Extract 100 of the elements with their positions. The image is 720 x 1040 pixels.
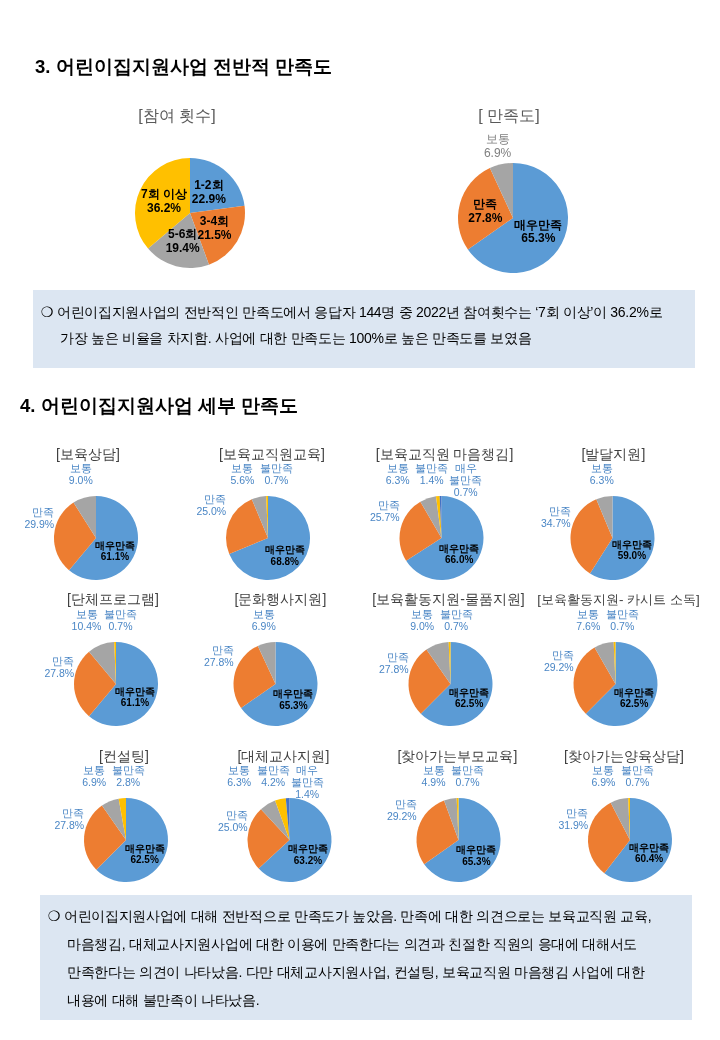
data-label: 0.7%: [264, 474, 289, 486]
data-label: 27.8%: [54, 819, 85, 832]
data-label: 27.8%: [203, 655, 234, 668]
slice-label: 매우만족: [114, 685, 155, 697]
slice-label: 보통: [422, 763, 445, 776]
pie-slice: [240, 642, 317, 726]
pie-slice: [118, 798, 126, 840]
chart-title: [보육상담]: [56, 446, 120, 462]
data-label: 6.9%: [483, 146, 512, 160]
data-label: 1.4%: [294, 788, 319, 801]
pie-slice: [419, 496, 441, 538]
slice-label: 매우만족: [438, 542, 479, 554]
data-label: 61.1%: [120, 697, 150, 709]
data-label: 6.9%: [82, 776, 107, 788]
chart-title: [문화행사지원]: [234, 591, 326, 607]
text: ❍ 어린이집지원사업의 전반적인 만족도에서 응답자 144명 중 2022년 참여횟수는 ‘7회 이상’이 36.2%로 가장 높은 비율을 차지함. 사업에 대한 만족도는 100%로 높은 만족도를 보였음: [41, 303, 664, 348]
data-label: 31.9%: [558, 819, 589, 832]
data-label: 9.0%: [409, 620, 434, 632]
pie-slice: [233, 645, 275, 709]
slice-label: 만족: [225, 809, 248, 822]
pie-slice: [84, 805, 126, 870]
data-label: 36.2%: [147, 201, 182, 216]
slice-label: 매우만족: [613, 686, 654, 698]
data-label: 63.2%: [293, 854, 322, 866]
slice-label: 불만족: [620, 763, 654, 776]
data-label: 0.7%: [453, 486, 478, 499]
slice-label: 매우만족: [514, 217, 563, 232]
pie-slice: [420, 642, 492, 726]
data-label: 66.0%: [444, 554, 473, 566]
slice-label: 매우만족: [272, 688, 313, 700]
slice-label: 만족: [211, 643, 234, 656]
pie-slice: [251, 496, 268, 538]
chart-title: [발달지원]: [581, 446, 645, 462]
data-label: 2.8%: [116, 776, 141, 788]
data-label: 6.3%: [589, 474, 614, 486]
pie-slice: [229, 496, 310, 580]
slice-label: 만족: [386, 651, 409, 664]
slice-label: 불만족: [439, 607, 473, 620]
data-label: 29.9%: [24, 518, 55, 531]
slice-label: 불만족: [104, 607, 138, 620]
slice-label: 보통: [485, 132, 510, 147]
pie-slice: [416, 800, 458, 865]
text: 3. 어린이집지원사업 전반적 만족도: [35, 55, 333, 79]
slice-label: 보통: [231, 461, 254, 474]
pie-slice: [405, 496, 483, 580]
data-label: 0.7%: [609, 620, 634, 632]
slice-label: 보통: [386, 461, 409, 474]
data-label: 1.4%: [419, 474, 444, 486]
data-label: 25.0%: [217, 821, 248, 834]
data-label: 65.3%: [278, 699, 308, 711]
pie-slice: [96, 798, 168, 882]
pie-slice: [423, 798, 500, 882]
pie-slice: [589, 496, 654, 580]
pie-slice: [257, 642, 275, 684]
slice-label: 3-4회: [199, 214, 230, 229]
pie-slice: [425, 642, 450, 684]
text: ❍ 어린이집지원사업에 대해 전반적으로 만족도가 높았음. 만족에 대한 의견으로는 보육교직원 교육, 마음챙김, 대체교사지원사업에 대한 이용에 만족한다는 의견과 친절한 직원의 응대에 대해서도 만족한다는 의견이 나타났음. 다만 대체교사지원사업, 컨설팅, 보육교직원 마음챙김 사업에 대한 내용에 대해 불만족이 나타났음.: [48, 907, 653, 1010]
slice-label: 불만족: [414, 461, 448, 474]
data-label: 25.7%: [369, 511, 400, 524]
pie-slice: [570, 499, 612, 574]
data-label: 65.3%: [461, 855, 491, 867]
data-label: 19.4%: [165, 240, 201, 255]
pie-slice: [54, 502, 96, 571]
pie-slice: [604, 798, 672, 882]
slice-label: 만족: [551, 649, 574, 662]
slice-label: 매우만족: [124, 842, 165, 854]
chart-title: [ 만족도]: [478, 107, 540, 124]
data-label: 25.0%: [196, 504, 227, 517]
data-label: 9.0%: [68, 474, 93, 486]
slice-label: 매우 불만족: [448, 461, 482, 486]
slice-label: 매우만족: [448, 686, 489, 698]
data-label: 7.6%: [575, 620, 600, 632]
data-label: 10.4%: [71, 620, 102, 632]
slice-label: 만족: [473, 196, 498, 211]
pie-slice: [443, 798, 458, 840]
text: 4. 어린이집지원사업 세부 만족도: [20, 394, 299, 418]
data-label: 65.3%: [521, 231, 556, 246]
chart-title: [대체교사지원]: [237, 748, 329, 764]
slice-label: 보통: [83, 763, 106, 776]
pie-slice: [594, 642, 615, 684]
slice-label: 매우만족: [629, 841, 670, 853]
slice-label: 불만족: [605, 607, 639, 620]
chart-title: [보육교직원교육]: [219, 446, 325, 462]
data-label: 6.9%: [251, 620, 276, 632]
slice-label: 보통: [69, 461, 92, 474]
pie-slice: [467, 163, 568, 273]
slice-label: 만족: [52, 654, 75, 667]
pie-slice: [274, 798, 289, 840]
data-label: 21.5%: [197, 227, 232, 242]
data-label: 27.8%: [378, 663, 409, 676]
chart-title: [찾아가는양육상담]: [564, 748, 684, 764]
data-label: 62.5%: [619, 698, 648, 710]
data-label: 62.5%: [454, 698, 483, 710]
data-label: 6.9%: [591, 776, 616, 788]
slice-label: 만족: [32, 506, 55, 519]
data-label: 0.7%: [108, 620, 133, 632]
data-label: 29.2%: [386, 810, 417, 823]
slice-label: 만족: [566, 807, 589, 820]
slice-label: 매우만족: [264, 544, 305, 556]
slice-label: 만족: [204, 492, 227, 505]
